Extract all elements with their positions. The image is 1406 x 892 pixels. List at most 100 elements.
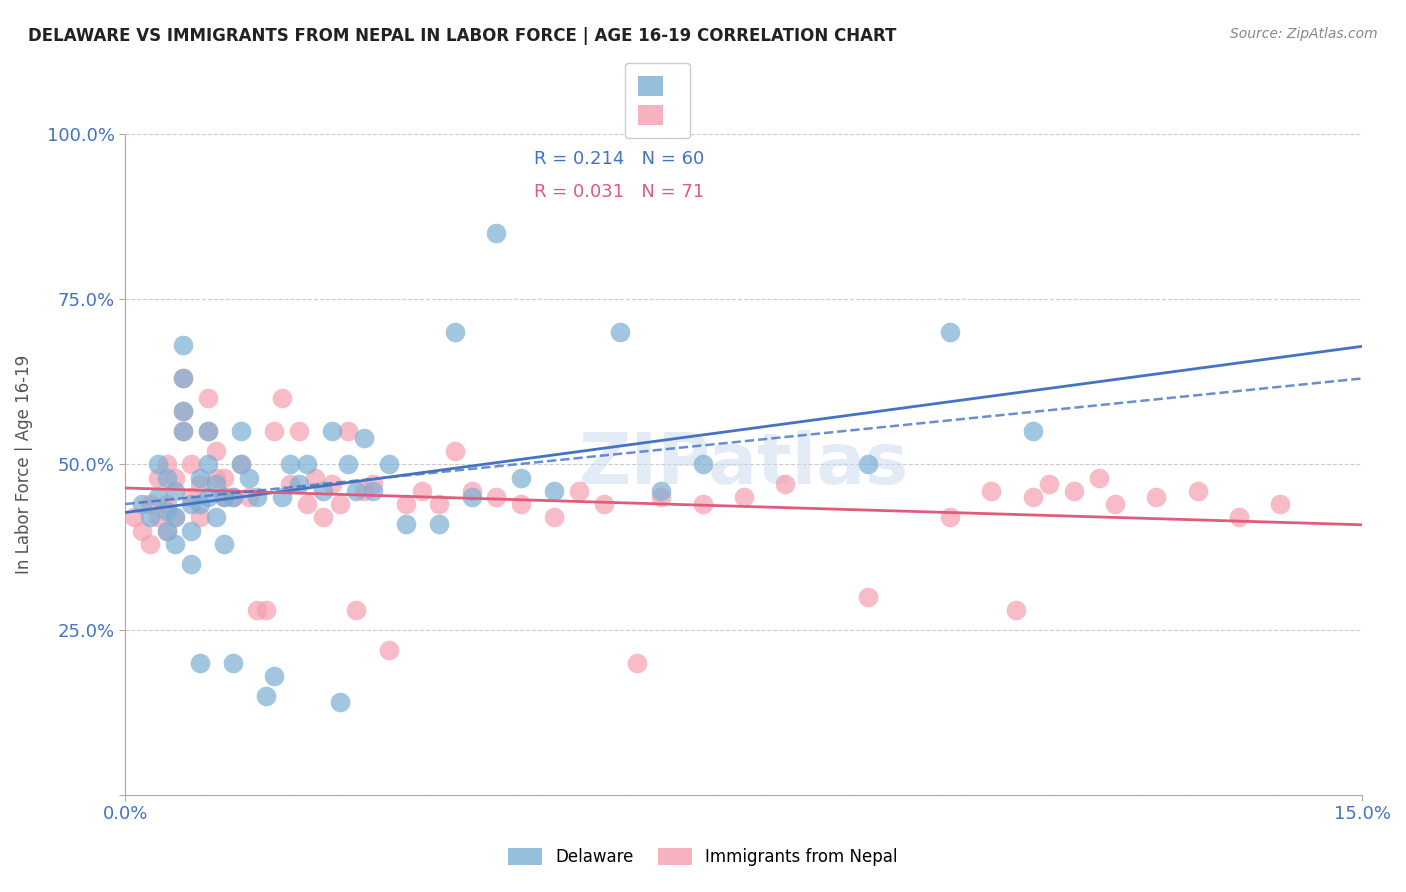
Point <box>197 491 219 505</box>
Point <box>337 425 360 439</box>
Point <box>163 537 186 551</box>
Point <box>1021 425 1043 439</box>
Point <box>1227 510 1250 524</box>
Point <box>626 656 648 670</box>
Point <box>485 226 508 240</box>
Point <box>329 696 352 710</box>
Point <box>287 477 309 491</box>
Point <box>312 483 335 498</box>
Point <box>205 444 228 458</box>
Text: R = 0.214   N = 60: R = 0.214 N = 60 <box>534 150 704 169</box>
Point <box>510 470 533 484</box>
Point <box>609 325 631 339</box>
Point <box>188 656 211 670</box>
Point <box>510 497 533 511</box>
Text: ZIPatlas: ZIPatlas <box>579 430 908 499</box>
Text: Source: ZipAtlas.com: Source: ZipAtlas.com <box>1230 27 1378 41</box>
Point <box>163 470 186 484</box>
Point <box>773 477 796 491</box>
Text: R = 0.031   N = 71: R = 0.031 N = 71 <box>534 183 704 202</box>
Point <box>205 510 228 524</box>
Point <box>139 510 162 524</box>
Point <box>148 510 170 524</box>
Point <box>197 425 219 439</box>
Point <box>1144 491 1167 505</box>
Point <box>131 524 153 538</box>
Point <box>444 325 467 339</box>
Point <box>163 510 186 524</box>
Point <box>263 425 285 439</box>
Point <box>856 458 879 472</box>
Point <box>214 470 236 484</box>
Point <box>1268 497 1291 511</box>
Point <box>238 491 260 505</box>
Point <box>155 458 177 472</box>
Point <box>378 642 401 657</box>
Point <box>295 458 318 472</box>
Point <box>353 483 375 498</box>
Point <box>214 491 236 505</box>
Point <box>155 524 177 538</box>
Point <box>155 497 177 511</box>
Point <box>139 497 162 511</box>
Point <box>205 470 228 484</box>
Point <box>221 656 243 670</box>
Point <box>329 497 352 511</box>
Point <box>197 458 219 472</box>
Point <box>353 431 375 445</box>
Point <box>188 510 211 524</box>
Point <box>172 404 194 418</box>
Point <box>229 425 252 439</box>
Point <box>592 497 614 511</box>
Point <box>543 510 565 524</box>
Point <box>939 325 962 339</box>
Point <box>1005 603 1028 617</box>
Point <box>444 444 467 458</box>
Point <box>172 404 194 418</box>
Point <box>856 590 879 604</box>
Point <box>1187 483 1209 498</box>
Point <box>180 497 202 511</box>
Point <box>344 603 367 617</box>
Point <box>221 491 243 505</box>
Point <box>172 425 194 439</box>
Point <box>411 483 433 498</box>
Point <box>155 470 177 484</box>
Point <box>188 477 211 491</box>
Point <box>321 477 343 491</box>
Point <box>1038 477 1060 491</box>
Point <box>287 425 309 439</box>
Point <box>427 516 450 531</box>
Point <box>312 510 335 524</box>
Point <box>543 483 565 498</box>
Text: DELAWARE VS IMMIGRANTS FROM NEPAL IN LABOR FORCE | AGE 16-19 CORRELATION CHART: DELAWARE VS IMMIGRANTS FROM NEPAL IN LAB… <box>28 27 897 45</box>
Point <box>650 491 672 505</box>
Point <box>263 669 285 683</box>
Point <box>188 497 211 511</box>
Point <box>395 516 418 531</box>
Point <box>344 483 367 498</box>
Point <box>271 491 294 505</box>
Point <box>733 491 755 505</box>
Point <box>568 483 591 498</box>
Point <box>304 470 326 484</box>
Point <box>180 557 202 571</box>
Point <box>461 491 484 505</box>
Point <box>221 491 243 505</box>
Point <box>278 458 301 472</box>
Point <box>361 483 384 498</box>
Point <box>1087 470 1109 484</box>
Point <box>395 497 418 511</box>
Point <box>485 491 508 505</box>
Point <box>271 391 294 405</box>
Point <box>321 425 343 439</box>
Point <box>148 458 170 472</box>
Point <box>229 458 252 472</box>
Point <box>378 458 401 472</box>
Point <box>139 537 162 551</box>
Point <box>254 689 277 703</box>
Point <box>692 497 714 511</box>
Point <box>155 504 177 518</box>
Point <box>172 338 194 352</box>
Point <box>188 470 211 484</box>
